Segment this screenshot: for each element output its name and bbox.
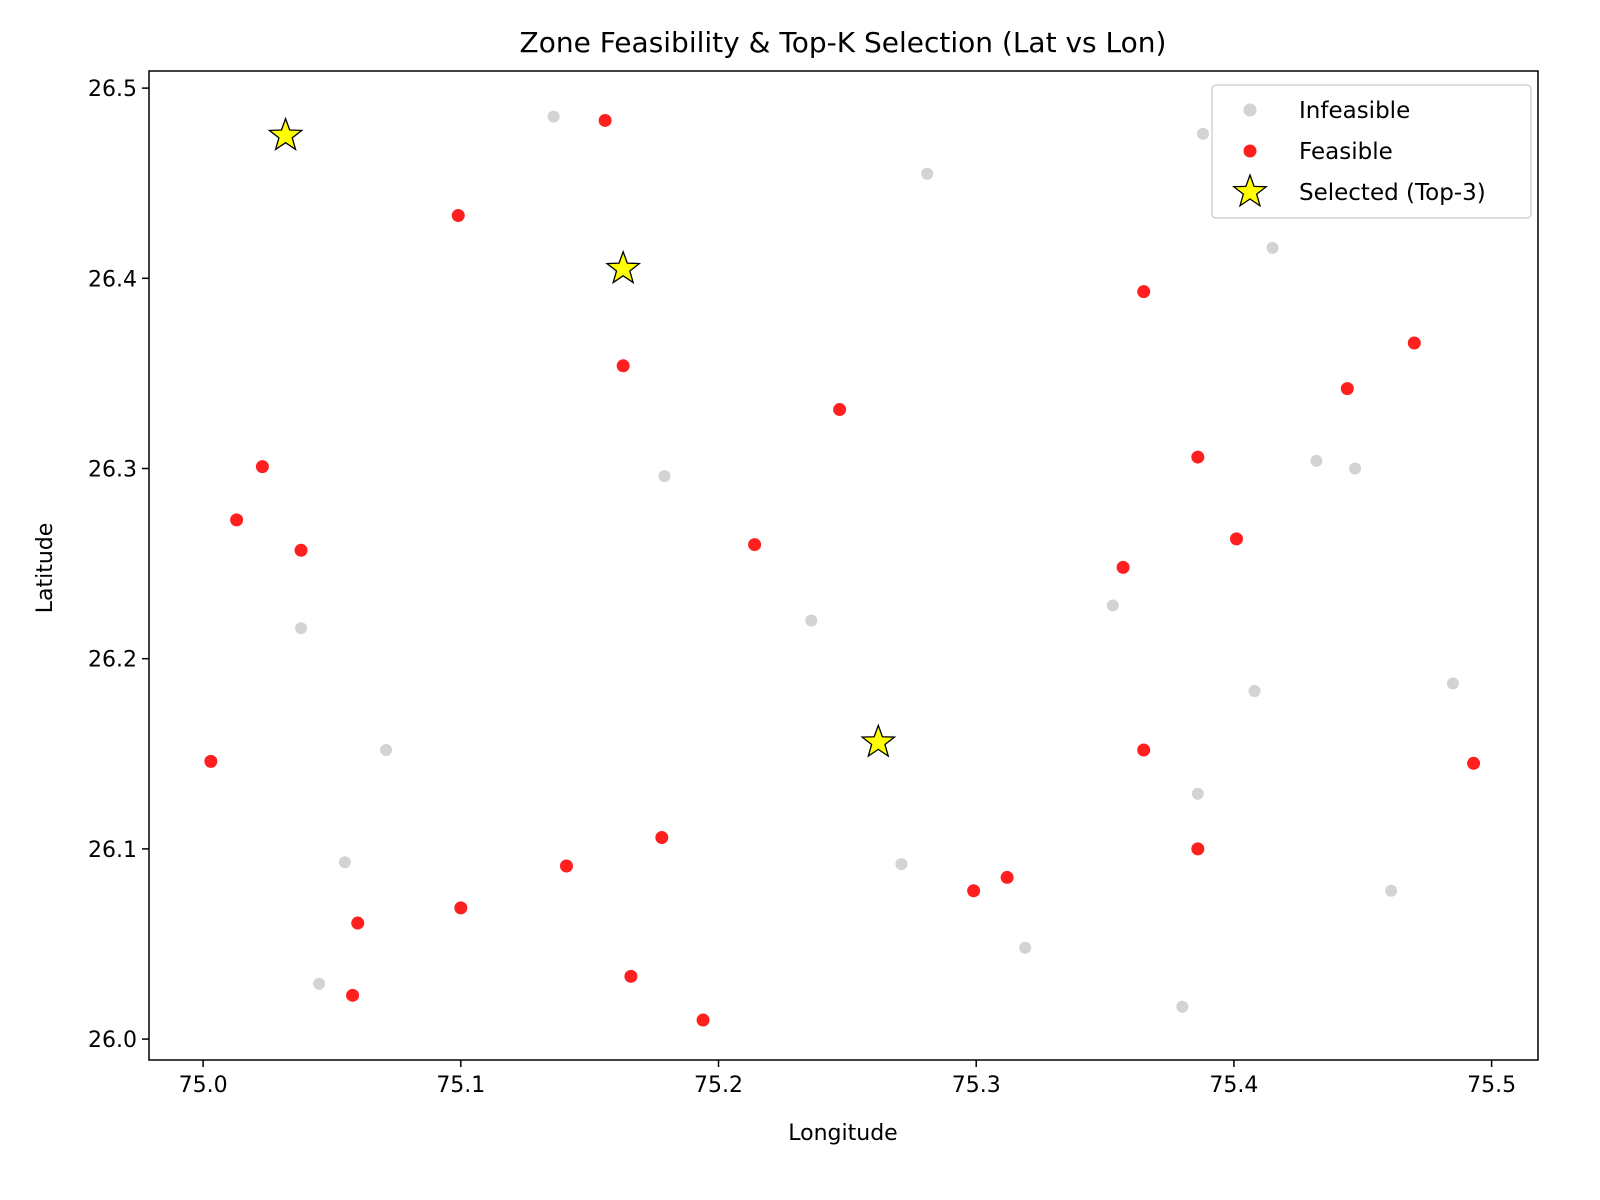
y-tick-label: 26.4 xyxy=(88,267,137,292)
point-infeasible xyxy=(295,622,308,635)
point-infeasible xyxy=(1106,599,1119,612)
point-feasible xyxy=(1407,336,1421,350)
point-feasible xyxy=(1137,743,1151,757)
point-feasible xyxy=(1191,842,1205,856)
point-infeasible xyxy=(895,858,908,871)
y-tick-label: 26.1 xyxy=(88,838,137,863)
point-feasible xyxy=(696,1013,710,1027)
point-feasible xyxy=(451,209,465,223)
point-infeasible xyxy=(380,743,393,756)
x-tick-label: 75.3 xyxy=(952,1073,1001,1098)
x-tick-label: 75.5 xyxy=(1467,1073,1516,1098)
point-feasible xyxy=(1116,560,1130,574)
x-tick-label: 75.0 xyxy=(179,1073,228,1098)
point-feasible xyxy=(616,359,630,373)
point-feasible xyxy=(967,884,981,898)
point-infeasible xyxy=(1191,787,1204,800)
point-infeasible xyxy=(1019,941,1032,954)
point-infeasible xyxy=(547,110,560,123)
x-tick-label: 75.4 xyxy=(1209,1073,1258,1098)
point-infeasible xyxy=(1349,462,1362,475)
point-infeasible xyxy=(921,167,934,180)
point-feasible xyxy=(346,988,360,1002)
y-tick-label: 26.5 xyxy=(88,77,137,102)
point-infeasible xyxy=(313,977,326,990)
point-feasible xyxy=(559,859,573,873)
legend-marker-feasible xyxy=(1243,144,1257,158)
point-infeasible xyxy=(658,470,671,483)
x-tick-label: 75.1 xyxy=(436,1073,485,1098)
point-feasible xyxy=(655,830,669,844)
point-feasible xyxy=(748,538,762,552)
point-feasible xyxy=(1229,532,1243,546)
point-feasible xyxy=(833,403,847,417)
point-selected-top-3 xyxy=(860,723,897,758)
point-infeasible xyxy=(805,614,818,627)
chart-title: Zone Feasibility & Top-K Selection (Lat … xyxy=(520,26,1167,59)
point-feasible xyxy=(1000,870,1014,884)
point-infeasible xyxy=(338,856,351,869)
point-feasible xyxy=(624,969,638,983)
point-infeasible xyxy=(1310,454,1323,467)
point-infeasible xyxy=(1446,677,1459,690)
point-selected-top-3 xyxy=(605,249,642,285)
point-feasible xyxy=(204,754,218,768)
data-points xyxy=(204,110,1481,1027)
point-infeasible xyxy=(1266,241,1279,254)
point-infeasible xyxy=(1385,884,1398,897)
point-feasible xyxy=(1340,382,1354,396)
legend-label-selected-top-3: Selected (Top-3) xyxy=(1299,180,1486,206)
point-feasible xyxy=(454,901,468,915)
y-tick-label: 26.2 xyxy=(88,648,137,673)
point-feasible xyxy=(294,543,308,557)
x-tick-label: 75.2 xyxy=(694,1073,743,1098)
legend-label-feasible: Feasible xyxy=(1299,139,1393,165)
legend-label-infeasible: Infeasible xyxy=(1299,98,1410,124)
point-feasible xyxy=(351,916,365,930)
legend-marker-selected-top-3 xyxy=(1232,173,1268,208)
y-axis-label: Latitude xyxy=(33,523,58,614)
plot-frame xyxy=(148,70,1539,1061)
point-feasible xyxy=(1137,285,1151,299)
legend-box xyxy=(1211,84,1532,219)
point-feasible xyxy=(598,113,612,127)
y-tick-label: 26.3 xyxy=(88,458,137,483)
axis-ticks: 75.0 75.1 75.2 75.3 75.4 75.5 26.0 26.1 26.2 26.3… xyxy=(88,77,1516,1098)
point-feasible xyxy=(1191,450,1205,464)
legend: Infeasible Feasible Selected (Top-3) xyxy=(1211,84,1532,219)
point-infeasible xyxy=(1196,127,1209,140)
point-feasible xyxy=(255,460,269,474)
point-feasible xyxy=(230,513,244,527)
point-infeasible xyxy=(1248,685,1261,698)
y-tick-label: 26.0 xyxy=(88,1028,137,1053)
legend-marker-infeasible xyxy=(1243,103,1257,117)
point-selected-top-3 xyxy=(267,116,304,151)
x-axis-label: Longitude xyxy=(788,1121,897,1146)
point-infeasible xyxy=(1176,1000,1189,1013)
point-feasible xyxy=(1467,756,1481,770)
